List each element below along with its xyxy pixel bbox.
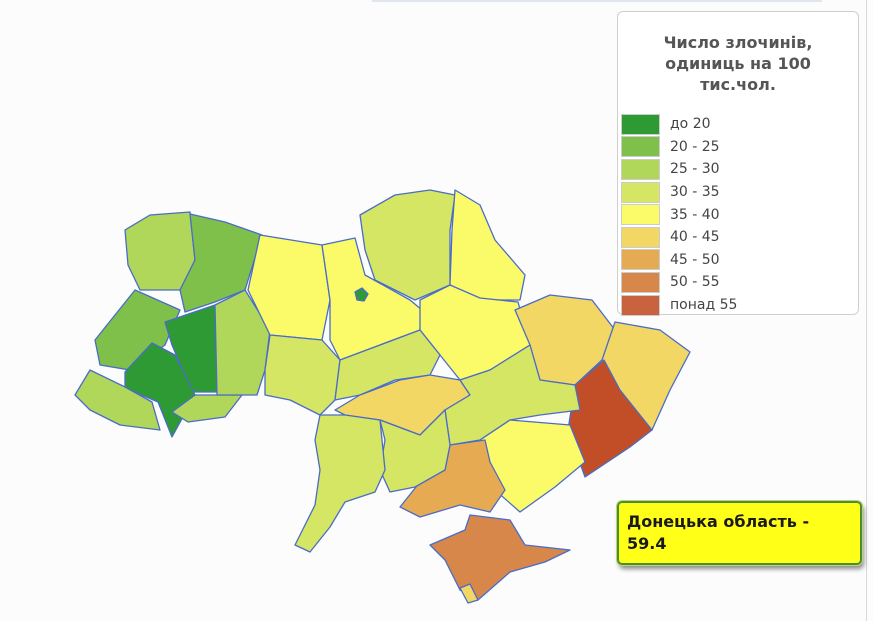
legend-label: 50 - 55 bbox=[670, 274, 720, 291]
legend-item: 45 - 50 bbox=[621, 249, 737, 272]
legend-item: понад 55 bbox=[621, 294, 737, 317]
map-region[interactable] bbox=[124, 211, 196, 291]
map-region[interactable] bbox=[359, 189, 456, 301]
legend-item: 20 - 25 bbox=[621, 136, 737, 159]
legend-item: 35 - 40 bbox=[621, 203, 737, 226]
legend-swatch bbox=[621, 136, 660, 158]
legend-label: 25 - 30 bbox=[670, 161, 720, 178]
panel-border bbox=[866, 0, 867, 621]
map-region[interactable] bbox=[171, 394, 243, 423]
legend-item: 25 - 30 bbox=[621, 158, 737, 181]
map-region[interactable] bbox=[449, 189, 526, 301]
legend-label: понад 55 bbox=[670, 297, 738, 314]
legend-swatch bbox=[621, 113, 660, 135]
legend-swatch bbox=[621, 181, 660, 203]
legend-item: до 20 bbox=[621, 113, 737, 136]
legend-label: 40 - 45 bbox=[670, 229, 720, 246]
map-region[interactable] bbox=[294, 414, 386, 553]
legend-item: 50 - 55 bbox=[621, 271, 737, 294]
map-region[interactable] bbox=[459, 583, 479, 604]
map-region[interactable] bbox=[354, 287, 369, 302]
legend-swatch bbox=[621, 249, 660, 271]
legend-item: 40 - 45 bbox=[621, 226, 737, 249]
map-region[interactable] bbox=[429, 514, 571, 601]
legend-label: 45 - 50 bbox=[670, 251, 720, 268]
legend-swatch bbox=[621, 226, 660, 248]
map-region[interactable] bbox=[74, 369, 161, 431]
legend-swatch bbox=[621, 271, 660, 293]
legend-swatch bbox=[621, 204, 660, 226]
legend-label: до 20 bbox=[670, 116, 711, 133]
map-region[interactable] bbox=[164, 304, 218, 393]
legend-item: 30 - 35 bbox=[621, 181, 737, 204]
legend: Число злочинів, одиниць на 100 тис.чол. … bbox=[617, 11, 859, 317]
legend-label: 20 - 25 bbox=[670, 138, 720, 155]
legend-swatch bbox=[621, 158, 660, 180]
legend-label: 30 - 35 bbox=[670, 184, 720, 201]
map-region[interactable] bbox=[94, 289, 181, 371]
legend-label: 35 - 40 bbox=[670, 206, 720, 223]
map-region[interactable] bbox=[179, 213, 263, 313]
map-region[interactable] bbox=[264, 334, 341, 416]
top-scroll-strip bbox=[372, 0, 822, 2]
legend-swatch bbox=[621, 294, 660, 316]
region-tooltip: Донецька область - 59.4 bbox=[616, 500, 863, 566]
legend-title: Число злочинів, одиниць на 100 тис.чол. bbox=[663, 33, 813, 94]
